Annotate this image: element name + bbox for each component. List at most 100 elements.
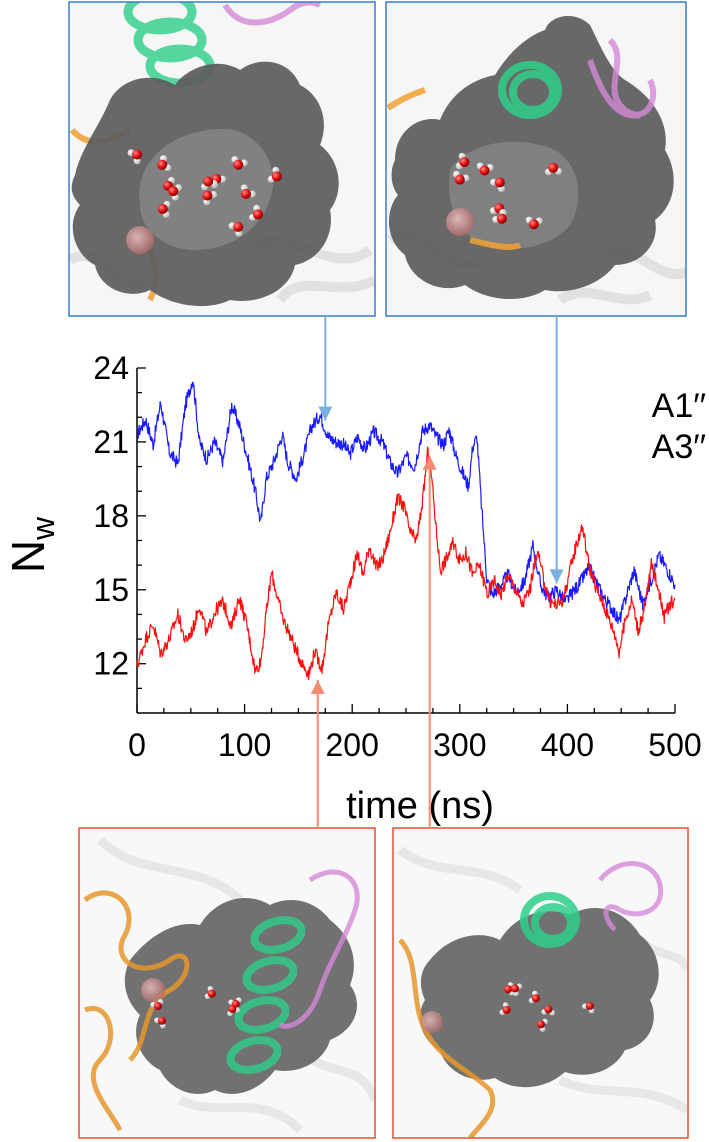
green-helix (226, 916, 306, 1074)
water-molecule (453, 170, 470, 185)
y-axis-label-main: N (2, 540, 54, 573)
oxygen-atom (531, 994, 540, 1003)
water-molecule (228, 221, 244, 237)
oxygen-atom (203, 176, 214, 187)
water-molecule (582, 1001, 595, 1014)
legend-entry-a1: A1′′ (652, 387, 706, 425)
oxygen-atom (228, 1004, 237, 1013)
ion-sphere (126, 226, 154, 254)
oxygen-atom (153, 1002, 162, 1011)
water-molecule (545, 162, 562, 176)
y-ticks: 12 15 18 21 24 (93, 350, 146, 690)
ion-sphere (446, 208, 474, 236)
chart: 12 15 18 21 24 0 100 200 300 400 500 time (ns) Nw… (2, 316, 706, 828)
panel-top-right (385, 1, 687, 317)
purple-loop (587, 37, 657, 119)
series-line-a1 (136, 381, 676, 625)
y-tick-label: 21 (93, 424, 129, 460)
y-axis-label-subscript: w (25, 516, 61, 541)
oxygen-atom (132, 149, 143, 160)
oxygen-atom (202, 190, 213, 201)
water-molecule (492, 209, 507, 224)
water-molecule (157, 200, 171, 218)
water-cluster (499, 982, 595, 1032)
water-molecule (249, 204, 264, 221)
water-molecule (201, 176, 218, 191)
water-molecule (168, 184, 182, 201)
panel-top-left (68, 1, 376, 317)
annotation-arrow-head (318, 406, 333, 421)
oxygen-atom (157, 203, 168, 214)
x-tick-label: 100 (218, 727, 271, 763)
water-molecule (227, 1004, 241, 1017)
water-molecule (510, 983, 523, 997)
orange-strand (398, 938, 495, 1138)
water-cluster (453, 152, 562, 230)
panel-bottom-left-border (78, 827, 376, 1139)
water-molecule (157, 155, 172, 172)
oxygen-atom (168, 186, 179, 197)
x-tick-label: 300 (433, 727, 486, 763)
green-helix (520, 892, 580, 948)
ion-sphere (421, 1011, 443, 1033)
annotation-layer (310, 316, 564, 828)
water-molecule (455, 152, 470, 170)
panel-bottom-left (78, 827, 376, 1139)
water-molecule (231, 155, 248, 170)
x-tick-label: 200 (326, 727, 379, 763)
water-molecule (499, 1002, 511, 1016)
x-ticks: 0 100 200 300 400 500 (128, 704, 702, 763)
binding-pocket-surface (124, 897, 358, 1094)
oxygen-atom (494, 177, 505, 188)
y-tick-label: 24 (93, 350, 129, 386)
x-tick-label: 500 (648, 727, 701, 763)
green-helix (498, 61, 562, 119)
oxygen-atom (253, 209, 264, 220)
x-tick-label: 400 (541, 727, 594, 763)
panel-bottom-right (392, 827, 689, 1139)
x-axis-label: time (ns) (346, 785, 494, 827)
water-molecule (476, 162, 494, 176)
water-molecule (240, 184, 256, 199)
x-tick-label: 0 (128, 727, 146, 763)
legend-entry-a3: A3′′ (652, 428, 706, 466)
oxygen-atom (454, 174, 465, 185)
series-layer (136, 381, 676, 681)
annotation-arrow-head (549, 569, 564, 584)
series-line-a3 (136, 446, 676, 681)
water-molecule (150, 998, 164, 1011)
oxygen-atom (459, 157, 470, 168)
annotation-arrow-head (422, 455, 437, 470)
annotation-arrow-head (310, 680, 325, 695)
panel-top-left-border (68, 1, 376, 317)
water-molecule (525, 216, 543, 230)
purple-loop (278, 869, 360, 1029)
panel-bottom-right-border (392, 827, 689, 1139)
oxygen-atom (233, 159, 244, 170)
water-molecule (537, 1018, 548, 1032)
oxygen-atom (271, 171, 282, 182)
oxygen-atom (207, 989, 216, 998)
oxygen-atom (241, 188, 252, 199)
ion-sphere (141, 978, 165, 1002)
y-tick-label: 12 (93, 646, 129, 682)
oxygen-atom (479, 165, 490, 176)
y-axis-label: Nw (2, 516, 61, 573)
oxygen-atom (544, 1005, 553, 1014)
oxygen-atom (510, 984, 519, 993)
water-cluster (150, 986, 242, 1029)
oxygen-atom (233, 221, 244, 232)
y-tick-label: 18 (93, 498, 129, 534)
oxygen-atom (537, 1020, 546, 1029)
orange-strand (386, 87, 522, 251)
water-molecule (204, 986, 216, 1000)
y-tick-label: 15 (93, 572, 129, 608)
oxygen-atom (157, 159, 168, 170)
water-molecule (154, 1016, 166, 1029)
oxygen-atom (504, 985, 513, 994)
purple-loop (598, 861, 664, 932)
oxygen-atom (528, 219, 539, 230)
oxygen-atom (502, 1005, 511, 1014)
panel-top-right-border (385, 1, 687, 317)
